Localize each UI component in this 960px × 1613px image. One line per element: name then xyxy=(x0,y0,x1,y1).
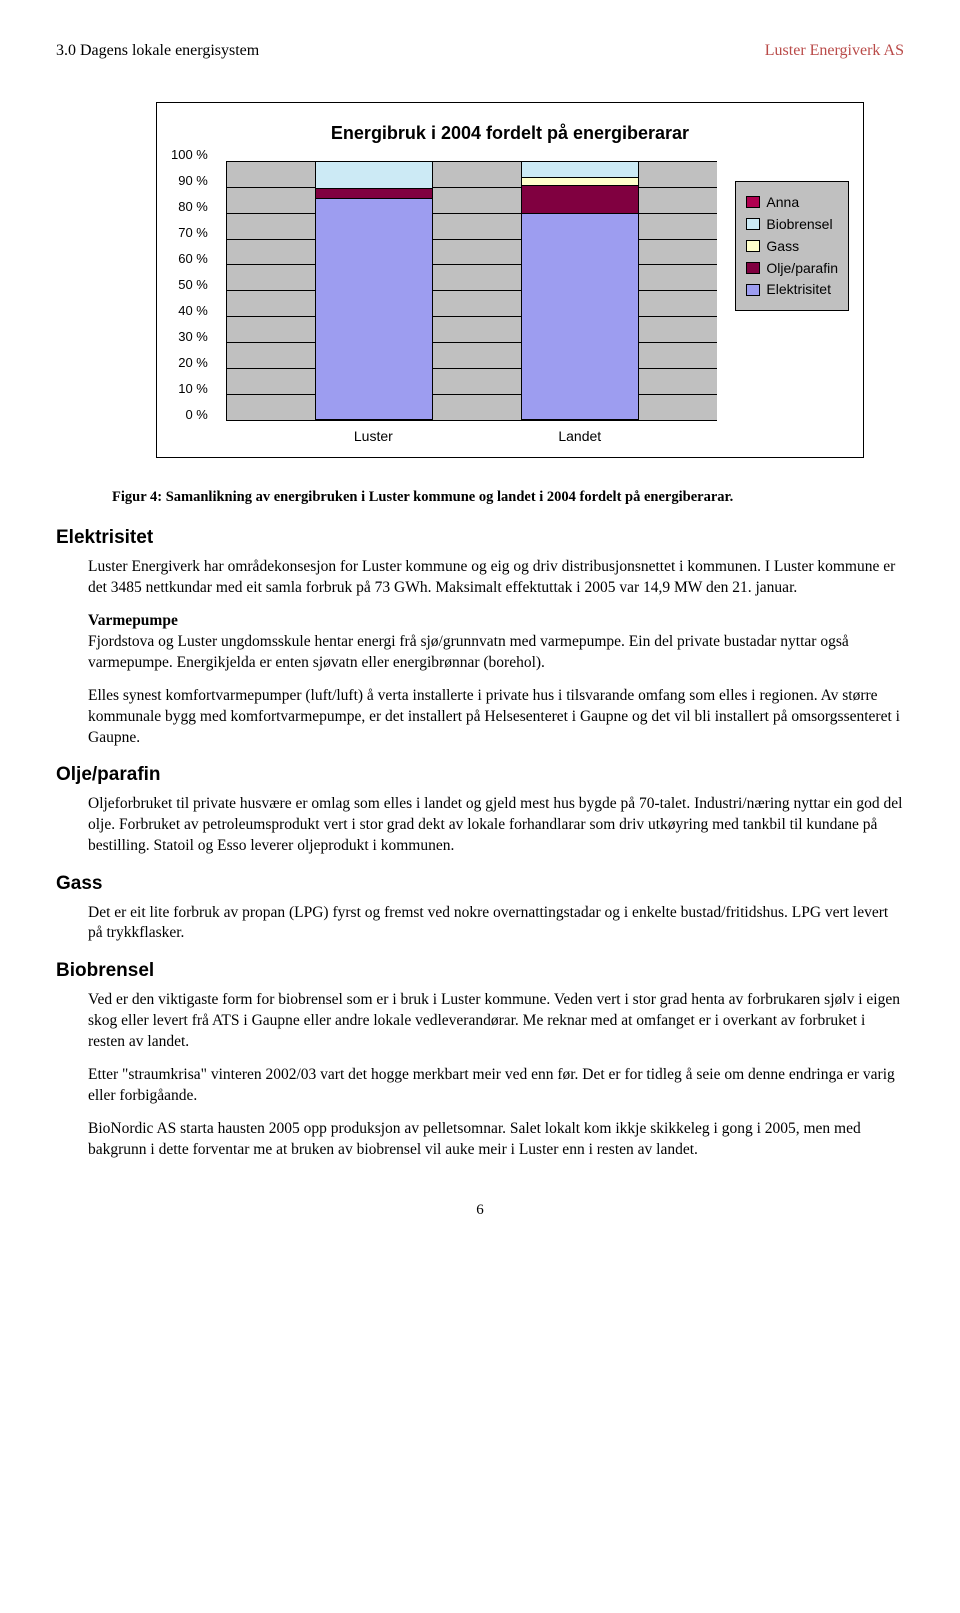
paragraph: Luster Energiverk har områdekonsesjon fo… xyxy=(88,557,904,599)
paragraph: Oljeforbruket til private husvære er oml… xyxy=(88,794,904,857)
grid-line xyxy=(227,290,718,291)
grid-line xyxy=(227,264,718,265)
document-body: Elektrisitet Luster Energiverk har område… xyxy=(56,525,904,1160)
legend-swatch xyxy=(746,284,760,296)
legend-label: Gass xyxy=(766,237,799,256)
legend-swatch xyxy=(746,218,760,230)
grid-line xyxy=(227,161,718,162)
bar-segment xyxy=(522,213,638,419)
page-number: 6 xyxy=(56,1200,904,1220)
legend-label: Anna xyxy=(766,193,799,212)
grid-line xyxy=(227,239,718,240)
chart-x-axis: Luster Landet xyxy=(226,427,718,447)
header-left: 3.0 Dagens lokale energisystem xyxy=(56,40,259,62)
grid-line xyxy=(227,316,718,317)
grid-line xyxy=(227,420,718,421)
page-header: 3.0 Dagens lokale energisystem Luster En… xyxy=(56,40,904,62)
chart-plot-area xyxy=(226,161,718,421)
legend-label: Biobrensel xyxy=(766,215,832,234)
bar-segment xyxy=(316,198,432,419)
legend-label: Elektrisitet xyxy=(766,280,831,299)
chart-bar xyxy=(521,161,639,420)
grid-line xyxy=(227,187,718,188)
section-heading: Olje/parafin xyxy=(56,762,904,788)
bar-segment xyxy=(316,188,432,198)
chart-container: Energibruk i 2004 fordelt på energiberar… xyxy=(156,102,864,458)
chart-title: Energibruk i 2004 fordelt på energiberar… xyxy=(171,121,849,145)
paragraph: Varmepumpe xyxy=(88,611,904,632)
chart-bar xyxy=(315,161,433,420)
legend-item: Gass xyxy=(746,237,838,256)
header-right: Luster Energiverk AS xyxy=(765,40,904,62)
section-heading: Elektrisitet xyxy=(56,525,904,551)
chart-legend: Anna Biobrensel Gass Olje/parafin Elektrisit… xyxy=(735,181,849,311)
legend-item: Anna xyxy=(746,193,838,212)
x-tick-label: Luster xyxy=(314,427,432,446)
bar-segment xyxy=(522,162,638,177)
grid-line xyxy=(227,342,718,343)
x-tick-label: Landet xyxy=(521,427,639,446)
paragraph: BioNordic AS starta hausten 2005 opp pro… xyxy=(88,1119,904,1161)
paragraph: Etter "straumkrisa" vinteren 2002/03 var… xyxy=(88,1065,904,1107)
paragraph: Det er eit lite forbruk av propan (LPG) … xyxy=(88,903,904,945)
paragraph: Fjordstova og Luster ungdomsskule hentar… xyxy=(88,632,904,674)
bar-segment xyxy=(522,177,638,185)
figure-caption: Figur 4: Samanlikning av energibruken i … xyxy=(112,488,904,508)
legend-swatch xyxy=(746,262,760,274)
grid-line xyxy=(227,368,718,369)
paragraph: Elles synest komfortvarmepumper (luft/lu… xyxy=(88,686,904,749)
legend-item: Elektrisitet xyxy=(746,280,838,299)
paragraph: Ved er den viktigaste form for biobrense… xyxy=(88,990,904,1053)
grid-line xyxy=(227,213,718,214)
grid-line xyxy=(227,394,718,395)
chart-y-axis: 100 %90 %80 %70 %60 %50 %40 %30 %20 %10 … xyxy=(171,161,208,421)
bar-segment xyxy=(522,185,638,213)
legend-item: Olje/parafin xyxy=(746,259,838,278)
section-heading: Biobrensel xyxy=(56,958,904,984)
legend-swatch xyxy=(746,240,760,252)
bar-segment xyxy=(316,162,432,188)
legend-label: Olje/parafin xyxy=(766,259,838,278)
section-heading: Gass xyxy=(56,871,904,897)
legend-item: Biobrensel xyxy=(746,215,838,234)
legend-swatch xyxy=(746,196,760,208)
